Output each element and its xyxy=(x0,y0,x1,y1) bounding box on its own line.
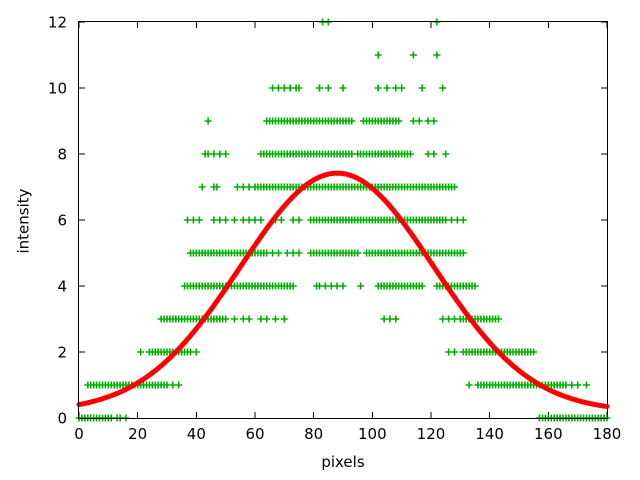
y-tick-label: 4 xyxy=(57,278,67,296)
y-tick-label: 2 xyxy=(57,344,67,362)
y-tick-label: 8 xyxy=(57,146,67,164)
x-tick-label: 140 xyxy=(475,425,504,443)
x-tick-label: 0 xyxy=(74,425,84,443)
x-tick-label: 80 xyxy=(304,425,323,443)
x-tick-label: 20 xyxy=(128,425,147,443)
y-tick-labels: 0 2 4 6 8 10 12 xyxy=(48,14,67,428)
y-tick-label: 6 xyxy=(57,212,67,230)
x-tick-label: 120 xyxy=(417,425,446,443)
y-axis-label: intensity xyxy=(14,188,33,254)
y-tick-label: 10 xyxy=(48,80,67,98)
x-tick-label: 60 xyxy=(245,425,264,443)
fit-curve xyxy=(76,170,610,409)
x-tick-label: 40 xyxy=(187,425,206,443)
x-tick-label: 160 xyxy=(534,425,563,443)
y-tick-label: 12 xyxy=(48,14,67,32)
y-tick-label: 0 xyxy=(57,410,67,428)
scatter-points xyxy=(75,18,611,422)
x-axis-label: pixels xyxy=(321,453,365,471)
x-tick-labels: 0 20 40 60 80 100 120 140 160 180 xyxy=(74,425,621,443)
x-tick-label: 180 xyxy=(593,425,622,443)
x-tick-label: 100 xyxy=(358,425,387,443)
plot-border xyxy=(78,21,608,419)
